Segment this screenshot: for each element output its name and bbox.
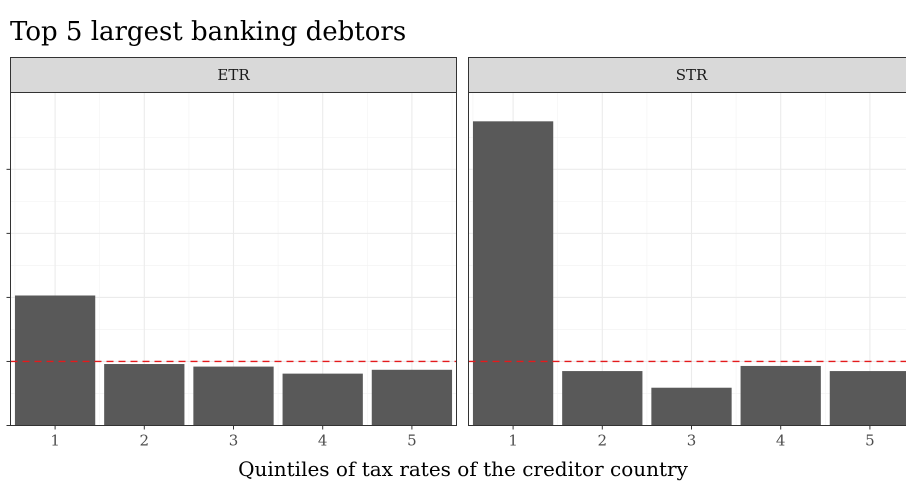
x-tick-label-etr-2: 2 — [140, 432, 150, 450]
panel-etr-label: ETR — [217, 66, 250, 84]
panel-etr-bars — [10, 92, 457, 426]
bar-etr-3 — [193, 366, 274, 426]
bar-str-1 — [472, 121, 554, 426]
x-tick-label-str-1: 1 — [508, 432, 518, 450]
bar-str-3 — [651, 387, 732, 426]
bar-str-4 — [740, 365, 821, 426]
panel-etr-x-axis: 1 2 3 4 5 — [50, 425, 417, 450]
panel-etr: ETR 1 2 3 4 5 — [10, 57, 457, 450]
x-tick-label-etr-5: 5 — [407, 432, 417, 450]
x-tick-label-str-4: 4 — [776, 432, 786, 450]
y-axis — [6, 168, 11, 426]
bar-etr-4 — [282, 373, 363, 426]
panel-etr-grid — [10, 92, 457, 427]
x-tick-label-str-5: 5 — [865, 432, 875, 450]
bar-etr-1 — [14, 295, 96, 426]
x-tick-label-etr-1: 1 — [50, 432, 60, 450]
x-tick-label-str-3: 3 — [687, 432, 697, 450]
bar-str-5 — [829, 371, 906, 426]
panel-str-x-axis: 1 2 3 4 5 — [508, 425, 875, 450]
panel-str-bars — [468, 92, 906, 426]
x-tick-label-str-2: 2 — [598, 432, 608, 450]
chart-title: Top 5 largest banking debtors — [10, 17, 406, 47]
bar-str-2 — [562, 371, 643, 426]
panel-str-label: STR — [676, 66, 708, 84]
bar-etr-2 — [104, 364, 185, 426]
panel-etr-strip — [10, 57, 457, 93]
panel-str-strip — [468, 57, 906, 93]
x-tick-label-etr-4: 4 — [318, 432, 328, 450]
panel-str: STR 1 2 3 4 5 — [468, 57, 906, 450]
x-tick-label-etr-3: 3 — [229, 432, 239, 450]
bar-etr-5 — [371, 369, 453, 426]
x-axis-title: Quintiles of tax rates of the creditor c… — [238, 457, 689, 481]
